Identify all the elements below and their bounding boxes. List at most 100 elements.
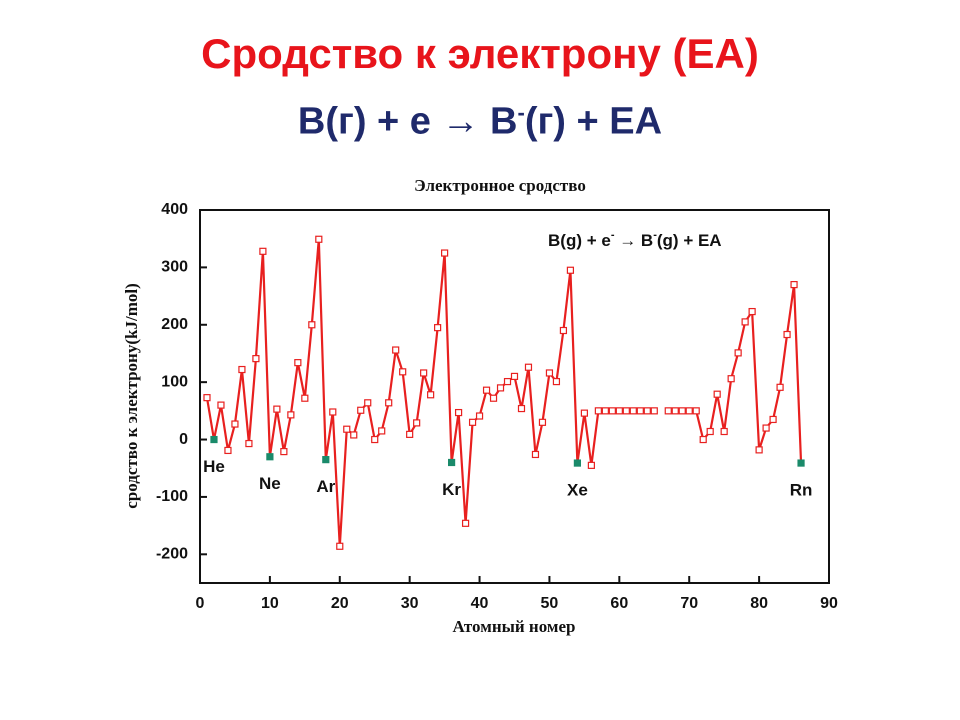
element-label: Kr	[442, 480, 461, 499]
marker	[224, 446, 232, 455]
slide-title: Сродство к электрону (EA)	[201, 30, 759, 77]
marker	[406, 430, 414, 438]
element-label: Xe	[567, 481, 588, 500]
marker	[741, 318, 749, 326]
highlight-marker	[797, 459, 805, 467]
marker	[762, 424, 770, 432]
marker	[776, 383, 784, 391]
marker	[441, 249, 449, 257]
eq-part: → B	[614, 231, 653, 250]
marker	[545, 369, 554, 377]
highlight-marker	[573, 459, 582, 467]
marker	[231, 420, 239, 428]
marker	[622, 407, 630, 415]
marker	[594, 407, 602, 415]
marker	[790, 281, 798, 289]
x-tick-label: 90	[820, 595, 838, 612]
eq-part: (g) + EA	[657, 231, 722, 250]
marker	[531, 450, 540, 459]
y-tick-label: 300	[161, 259, 188, 276]
equation: B(g) + e- → B-(g) + EA	[548, 229, 722, 251]
marker	[580, 409, 588, 417]
marker	[608, 407, 616, 415]
y-tick-label: 200	[161, 316, 188, 333]
marker	[755, 446, 763, 454]
x-tick-label: 60	[610, 595, 628, 612]
y-tick-label: 400	[161, 201, 188, 218]
highlight-marker	[322, 456, 330, 464]
marker	[706, 427, 714, 436]
marker	[783, 330, 791, 339]
marker	[664, 407, 672, 415]
marker	[287, 411, 295, 419]
marker	[371, 435, 379, 444]
highlight-marker	[210, 435, 218, 444]
x-tick-label: 40	[471, 595, 489, 612]
marker	[587, 461, 595, 469]
marker	[308, 321, 316, 329]
marker	[315, 235, 323, 243]
x-tick-label: 10	[261, 595, 279, 612]
marker	[238, 365, 246, 374]
x-tick-label: 80	[750, 595, 768, 612]
eq-sup: -	[653, 229, 657, 241]
marker	[413, 419, 421, 427]
subtitle-arrow: →	[441, 100, 480, 143]
marker	[636, 407, 644, 415]
marker	[461, 519, 470, 527]
x-tick-label: 30	[401, 595, 419, 612]
marker	[699, 435, 707, 444]
marker	[357, 406, 365, 414]
eq-sup: -	[611, 229, 615, 241]
marker	[769, 415, 777, 424]
marker	[259, 247, 267, 255]
marker	[294, 359, 302, 367]
marker	[601, 407, 609, 415]
x-axis-label: Атомный номер	[453, 617, 576, 636]
y-tick-label: 100	[161, 373, 188, 390]
marker	[650, 407, 658, 415]
marker	[273, 405, 281, 413]
marker	[720, 427, 728, 436]
element-label: He	[203, 457, 225, 476]
marker	[280, 447, 288, 456]
marker	[517, 404, 526, 413]
marker	[671, 407, 679, 415]
marker	[629, 407, 637, 415]
marker	[489, 394, 498, 402]
marker	[364, 399, 372, 407]
plot-frame	[199, 209, 830, 584]
marker	[678, 407, 686, 415]
x-tick-label: 20	[331, 595, 349, 612]
x-tick-label: 50	[541, 595, 559, 612]
marker	[378, 427, 386, 435]
marker	[727, 375, 735, 383]
marker	[734, 349, 742, 357]
highlight-marker	[448, 458, 456, 467]
chart-title: Электронное сродство	[414, 176, 586, 195]
y-tick-label: -200	[156, 546, 188, 563]
marker	[385, 399, 393, 407]
marker	[685, 407, 693, 415]
marker	[350, 431, 358, 439]
marker	[748, 307, 756, 316]
marker	[615, 407, 623, 415]
subtitle-part: (г) + EA	[524, 100, 663, 143]
element-label: Ne	[259, 474, 281, 493]
highlight-marker	[266, 453, 274, 461]
marker	[510, 372, 519, 381]
marker	[524, 363, 533, 371]
marker	[329, 408, 337, 416]
marker	[217, 401, 225, 409]
subtitle-part: B	[479, 100, 518, 143]
element-label: Rn	[790, 481, 813, 500]
subtitle-sup: -	[517, 100, 525, 125]
marker	[392, 346, 400, 354]
marker	[468, 418, 477, 426]
marker	[427, 391, 435, 399]
marker	[420, 369, 428, 377]
marker	[203, 394, 211, 402]
data-line	[205, 239, 803, 547]
marker	[301, 394, 309, 402]
